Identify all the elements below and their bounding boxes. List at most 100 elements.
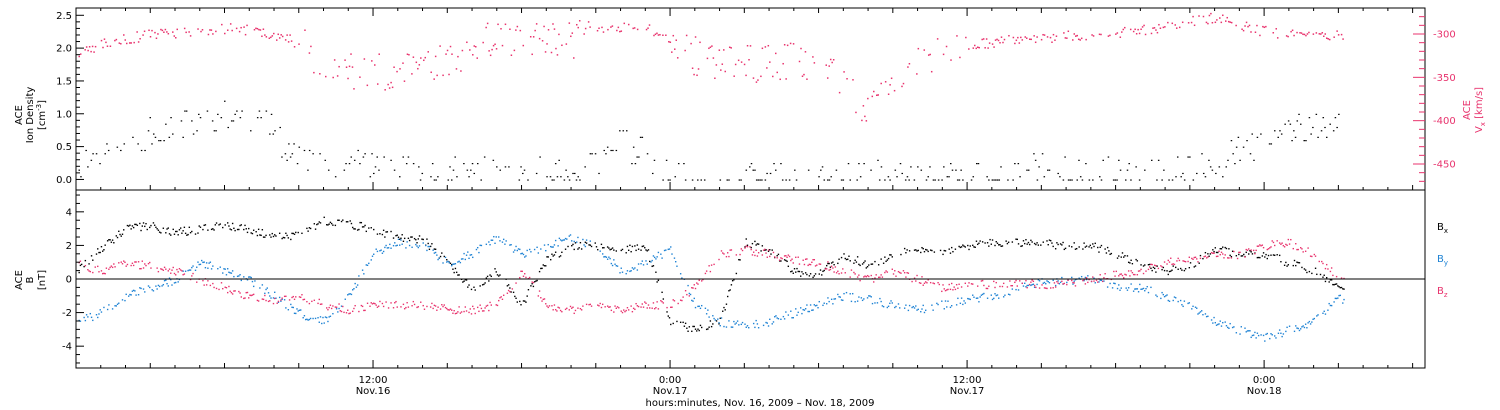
bz-point [177,271,179,273]
by-point [1007,293,1010,296]
vx-point [1107,35,1110,37]
bx-point [507,284,510,286]
vx-point [433,78,435,80]
by-point [373,253,375,255]
density-point [558,159,560,161]
vx-point [378,53,380,55]
density-point [1324,126,1326,129]
bz-point [178,267,181,270]
bx-point [418,235,421,237]
bx-point [915,249,917,251]
bz-point [894,270,896,272]
bz-point [1203,255,1205,258]
by-point [1059,281,1062,284]
by-point [157,284,160,287]
density-point [1168,179,1170,181]
bz-point [256,299,259,302]
bz-point [808,263,811,266]
bx-point [463,280,465,282]
bx-point [828,262,830,265]
by-point [850,300,853,303]
by-point [460,258,463,260]
by-point [730,326,733,328]
density-point [1235,146,1238,148]
bz-point [915,280,917,282]
bz-point [697,283,699,285]
bz-point [651,307,653,309]
by-point [422,242,424,244]
vx-point [1076,34,1078,37]
bx-point [275,235,277,237]
by-point [1094,282,1096,284]
bz-point [496,304,499,307]
by-point [411,246,413,248]
vx-point [109,45,112,47]
bx-point [385,231,387,233]
by-point [366,264,369,267]
density-point [1116,179,1118,181]
vx-point [573,57,575,59]
bz-point [1191,257,1193,260]
vx-point [1272,32,1275,34]
by-point [382,250,385,253]
bx-point [134,223,136,226]
by-point [248,276,250,278]
bx-point [1025,238,1027,241]
bx-point [890,254,892,256]
bx-point [755,244,757,246]
vx-point [1072,39,1074,41]
by-point [621,271,624,273]
bx-point [292,232,294,235]
bx-point [580,248,583,250]
bx-point [483,283,485,286]
vx-point [275,39,278,41]
by-point [1087,275,1089,277]
bz-point [746,246,749,248]
density-point [638,156,640,158]
vx-point [653,34,655,37]
bz-point [850,269,853,271]
by-point [785,311,787,313]
bx-point [170,234,172,236]
density-point [1119,169,1122,171]
by-point [806,304,808,306]
bx-point [1007,241,1010,243]
density-point [256,117,259,119]
by-point [575,241,578,243]
density-point [1088,179,1091,181]
bx-point [1057,243,1059,246]
bx-point [558,256,561,258]
vx-point [415,61,418,64]
bz-point [441,304,443,306]
vx-point [1144,33,1147,36]
density-point [1078,159,1080,161]
density-point [1196,172,1198,175]
by-point [802,308,804,311]
bz-point [334,306,337,308]
bx-point [1208,255,1210,257]
vx-point [550,51,553,54]
vx-point [776,71,778,74]
by-point [151,289,153,291]
bx-point [585,242,588,244]
bz-point [207,280,209,282]
by-point [783,318,786,320]
density-point [123,143,126,145]
bx-point [408,239,411,242]
by-point [1212,322,1214,324]
vx-point [173,35,176,37]
bz-point [1150,263,1152,266]
vx-point [423,59,425,62]
vx-point [185,31,187,34]
vx-point [348,65,351,68]
bz-point [1282,244,1285,247]
by-point [302,317,304,319]
by-point [700,304,703,307]
by-point [448,262,450,264]
bx-point [119,233,121,236]
bz-point [953,286,955,288]
bz-point [673,300,676,302]
bx-point [796,267,798,270]
bz-point [1134,273,1136,276]
bz-point [1274,244,1276,247]
